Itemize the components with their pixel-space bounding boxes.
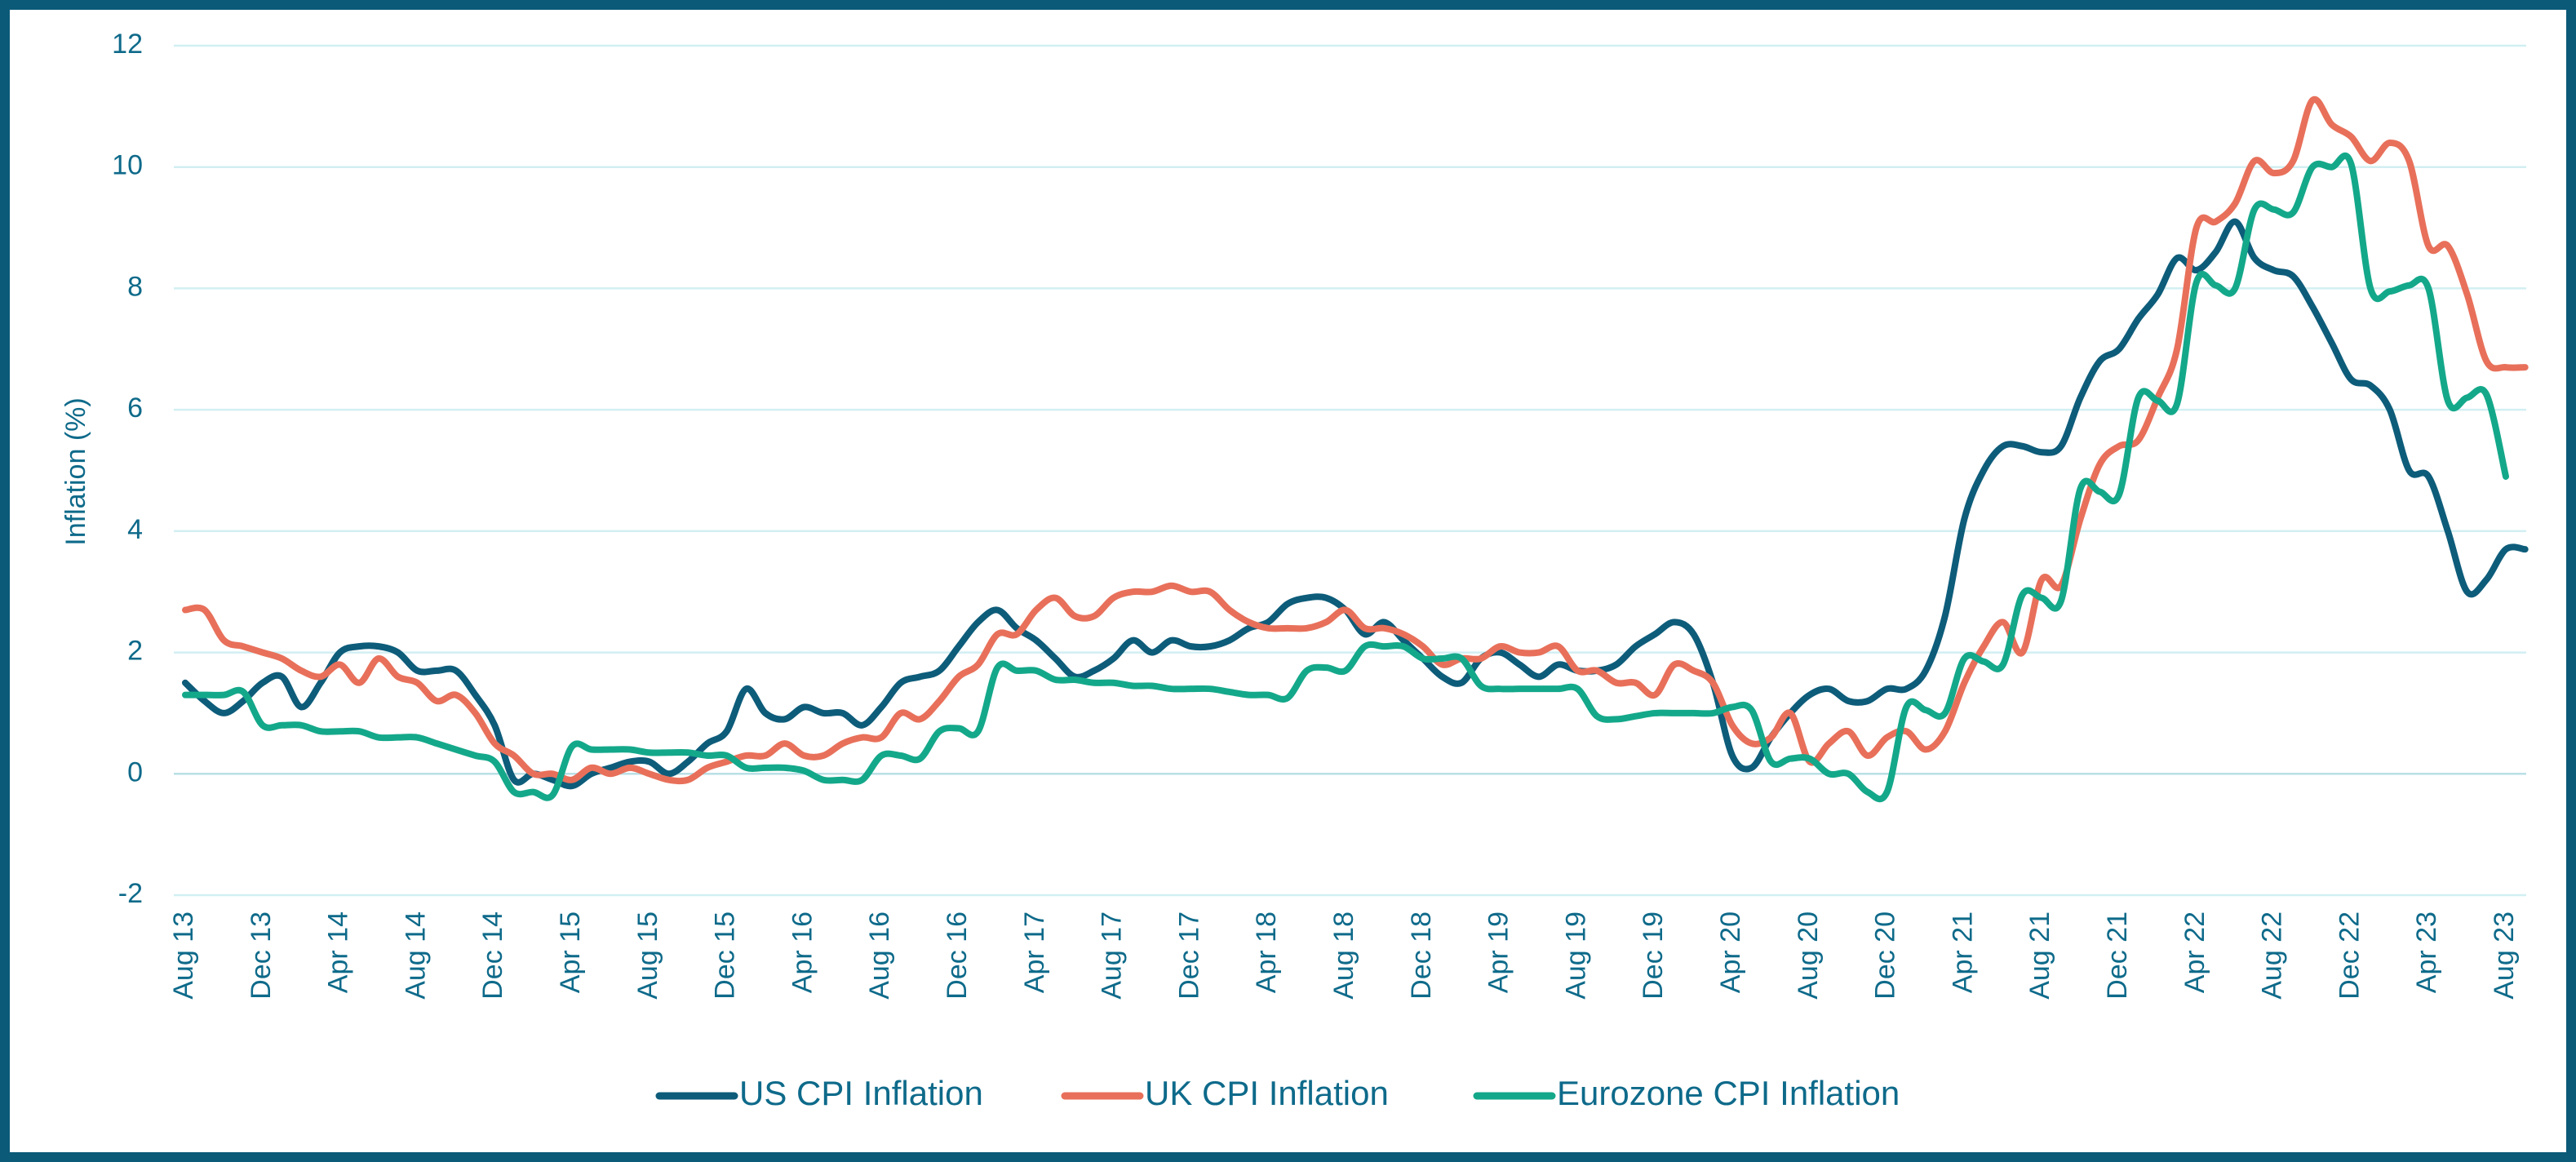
- x-tick-label: Dec 18: [1406, 911, 1437, 1000]
- x-tick-label: Dec 16: [942, 911, 973, 1000]
- y-tick-label: 12: [112, 29, 143, 60]
- x-tick-label: Aug 16: [864, 911, 895, 1000]
- y-tick-label: 6: [127, 393, 143, 424]
- x-tick-label: Dec 14: [477, 911, 508, 1000]
- x-tick-label: Dec 13: [246, 911, 277, 1000]
- series-line: [182, 95, 2529, 785]
- x-tick-label: Apr 22: [2179, 911, 2210, 993]
- x-tick-label: Dec 22: [2334, 911, 2365, 1000]
- x-tick-label: Apr 16: [787, 911, 818, 993]
- x-tick-label: Apr 17: [1019, 911, 1050, 993]
- legend-label: US CPI Inflation: [739, 1074, 983, 1112]
- x-tick-label: Dec 20: [1870, 911, 1901, 1000]
- y-tick-label: 4: [127, 514, 143, 545]
- legend-label: Eurozone CPI Inflation: [1557, 1074, 1900, 1112]
- x-tick-label: Apr 23: [2411, 911, 2442, 993]
- y-tick-label: 8: [127, 271, 143, 302]
- x-tick-label: Aug 22: [2257, 911, 2288, 1000]
- legend-label: UK CPI Inflation: [1145, 1074, 1389, 1112]
- x-tick-label: Aug 14: [400, 911, 431, 1000]
- x-tick-label: Aug 13: [168, 911, 199, 1000]
- x-tick-label: Dec 15: [710, 911, 741, 1000]
- x-tick-label: Aug 23: [2489, 911, 2520, 1000]
- x-tick-label: Apr 14: [323, 911, 354, 993]
- y-tick-label: 10: [112, 150, 143, 181]
- x-tick-label: Apr 21: [1947, 911, 1978, 993]
- x-tick-label: Apr 18: [1251, 911, 1282, 993]
- y-tick-label: 0: [127, 756, 143, 787]
- x-tick-label: Aug 21: [2024, 911, 2055, 1000]
- x-tick-label: Apr 15: [555, 911, 586, 993]
- x-tick-label: Aug 20: [1793, 911, 1824, 1000]
- x-tick-label: Dec 19: [1638, 911, 1669, 1000]
- x-tick-label: Aug 15: [632, 911, 663, 1000]
- x-tick-label: Apr 20: [1715, 911, 1746, 993]
- series-line: [182, 153, 2509, 803]
- x-tick-label: Aug 17: [1097, 911, 1128, 1000]
- x-tick-label: Aug 18: [1328, 911, 1359, 1000]
- x-tick-label: Aug 19: [1560, 911, 1591, 1000]
- y-axis-label: Inflation (%): [60, 397, 91, 545]
- series-line: [182, 218, 2529, 790]
- x-tick-label: Dec 21: [2102, 911, 2133, 1000]
- x-tick-label: Apr 19: [1483, 911, 1514, 993]
- y-tick-label: 2: [127, 636, 143, 667]
- y-tick-label: -2: [118, 878, 143, 909]
- x-tick-label: Dec 17: [1173, 911, 1204, 1000]
